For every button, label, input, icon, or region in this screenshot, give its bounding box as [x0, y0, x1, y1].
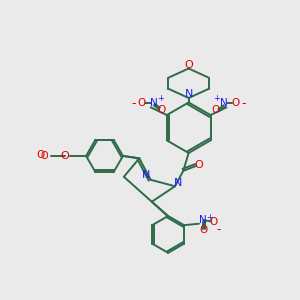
- Text: -: -: [217, 223, 221, 236]
- Text: O: O: [231, 98, 240, 108]
- Text: -: -: [241, 97, 245, 110]
- Text: +: +: [157, 94, 164, 103]
- Text: O: O: [184, 60, 193, 70]
- Text: N: N: [199, 215, 207, 225]
- Text: N: N: [220, 98, 227, 108]
- Text: N: N: [150, 98, 158, 108]
- Text: O: O: [212, 105, 220, 115]
- Text: +: +: [214, 94, 220, 103]
- Text: O: O: [60, 151, 69, 161]
- Text: N: N: [174, 178, 183, 188]
- Text: O: O: [158, 105, 166, 115]
- Text: -: -: [132, 97, 136, 110]
- Text: O: O: [36, 150, 44, 160]
- Text: O: O: [138, 98, 146, 108]
- Text: O: O: [40, 151, 48, 161]
- Text: N: N: [184, 89, 193, 99]
- Text: N: N: [142, 170, 150, 180]
- Text: O: O: [199, 225, 207, 235]
- Text: O: O: [210, 217, 218, 227]
- Text: O: O: [194, 160, 203, 170]
- Text: +: +: [206, 213, 213, 222]
